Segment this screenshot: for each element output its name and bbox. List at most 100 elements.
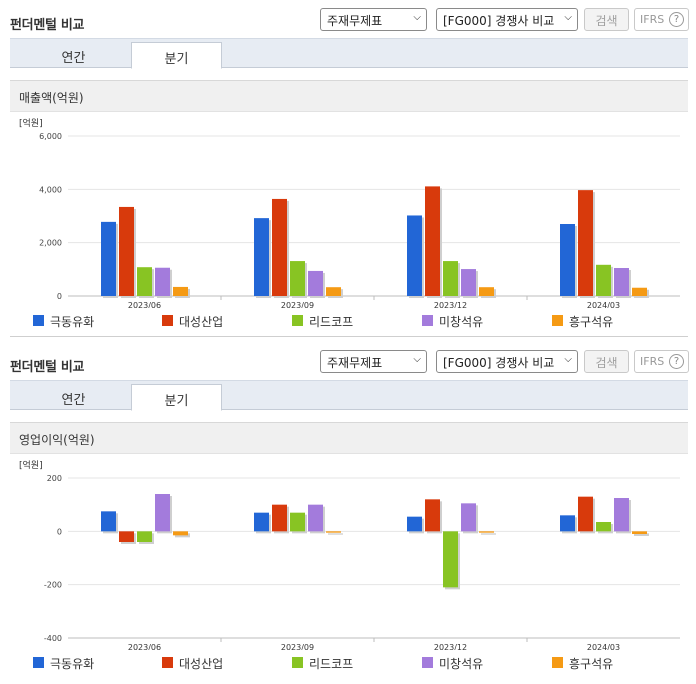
legend-swatch xyxy=(292,315,303,326)
divider xyxy=(10,336,688,337)
help-icon[interactable]: ? xyxy=(669,354,684,369)
y-tick-label: 0 xyxy=(57,527,62,536)
operating-profit-bar-chart: [억원] -400 -200 0 200 2023/06 2023/09 2023/12 202… xyxy=(19,459,680,650)
bar xyxy=(461,269,476,296)
period-tabs: 연간 분기 xyxy=(10,380,688,411)
legend-label: 대성산업 xyxy=(179,315,224,329)
peer-group-select-value: [FG000] 경쟁사 비교 xyxy=(443,356,555,370)
bar-shadow xyxy=(634,533,649,536)
legend-label: 대성산업 xyxy=(179,657,224,671)
panel-title: 펀더멘털 비교 xyxy=(10,360,85,375)
tab-quarterly[interactable]: 분기 xyxy=(131,42,222,69)
x-tick-label: 2023/06 xyxy=(128,643,161,650)
bar xyxy=(407,516,422,532)
bar xyxy=(254,512,269,532)
bar xyxy=(479,287,494,296)
bar xyxy=(614,498,629,532)
unit-label: [억원] xyxy=(19,117,43,129)
bar xyxy=(461,503,476,532)
bar xyxy=(578,190,593,296)
bar xyxy=(443,531,458,588)
period-tabs: 연간 분기 xyxy=(10,38,688,69)
bar xyxy=(155,267,170,296)
tab-annual[interactable]: 연간 xyxy=(61,393,86,408)
chart-legend: 극동유화 대성산업 리드코프 미창석유 흥구석유 xyxy=(0,313,696,331)
y-tick-label: 6,000 xyxy=(39,132,62,141)
statement-select-value: 주재무제표 xyxy=(327,356,383,370)
y-tick-label: 0 xyxy=(57,292,62,301)
statement-select[interactable]: 주재무제표 ⌵ xyxy=(320,8,427,31)
search-button[interactable]: 검색 xyxy=(584,8,629,31)
tab-annual[interactable]: 연간 xyxy=(61,51,86,66)
bar xyxy=(290,512,305,532)
chevron-down-icon: ⌵ xyxy=(413,12,421,23)
legend-label: 흥구석유 xyxy=(569,657,614,671)
x-tick-label: 2023/09 xyxy=(281,301,314,308)
legend-swatch xyxy=(162,315,173,326)
ifrs-label: IFRS xyxy=(640,13,665,26)
chart-subtitle: 영업이익(억원) xyxy=(19,433,95,447)
legend-label: 리드코프 xyxy=(309,657,354,671)
peer-group-select[interactable]: [FG000] 경쟁사 비교 ⌵ xyxy=(436,350,578,373)
x-tick-label: 2024/03 xyxy=(587,643,620,650)
legend-swatch xyxy=(292,657,303,668)
bar xyxy=(596,522,611,532)
bar xyxy=(173,531,188,536)
bar xyxy=(614,268,629,296)
x-tick-label: 2024/03 xyxy=(587,301,620,308)
bar xyxy=(137,267,152,296)
sales-bar-chart: [억원] 0 2,000 4,000 6,000 2023/06 2023/09 2023/1… xyxy=(19,117,680,308)
legend-label: 극동유화 xyxy=(50,315,95,329)
bar xyxy=(119,206,134,296)
y-tick-label: 200 xyxy=(47,474,62,483)
legend-swatch xyxy=(552,657,563,668)
bar xyxy=(308,270,323,296)
bar xyxy=(578,496,593,532)
legend-label: 미창석유 xyxy=(439,657,484,671)
x-tick-label: 2023/12 xyxy=(434,643,467,650)
panel-header: 펀더멘털 비교 주재무제표 ⌵ [FG000] 경쟁사 비교 ⌵ 검색 IFRS… xyxy=(0,342,696,376)
legend-swatch xyxy=(162,657,173,668)
bar xyxy=(101,511,116,532)
x-tick-label: 2023/06 xyxy=(128,301,161,308)
y-tick-label: -400 xyxy=(44,634,62,643)
chart-subtitle-bar: 매출액(억원) xyxy=(10,80,688,112)
bar xyxy=(326,287,341,296)
legend-swatch xyxy=(422,315,433,326)
legend-swatch xyxy=(422,657,433,668)
statement-select[interactable]: 주재무제표 ⌵ xyxy=(320,350,427,373)
bar xyxy=(479,531,494,533)
ifrs-button[interactable]: IFRS ? xyxy=(634,8,689,31)
chevron-down-icon: ⌵ xyxy=(564,354,572,365)
bar xyxy=(272,198,287,296)
panel-title: 펀더멘털 비교 xyxy=(10,18,85,33)
chart-subtitle: 매출액(억원) xyxy=(19,91,84,105)
ifrs-button[interactable]: IFRS ? xyxy=(634,350,689,373)
chevron-down-icon: ⌵ xyxy=(564,12,572,23)
bar xyxy=(560,224,575,296)
legend-label: 미창석유 xyxy=(439,315,484,329)
bar xyxy=(632,287,647,296)
peer-group-select-value: [FG000] 경쟁사 비교 xyxy=(443,14,555,28)
x-tick-label: 2023/12 xyxy=(434,301,467,308)
legend-swatch xyxy=(33,315,44,326)
bar xyxy=(173,286,188,296)
bar xyxy=(443,261,458,296)
bar xyxy=(254,218,269,296)
peer-group-select[interactable]: [FG000] 경쟁사 비교 ⌵ xyxy=(436,8,578,31)
legend-swatch xyxy=(552,315,563,326)
y-tick-label: 4,000 xyxy=(39,185,62,194)
bar xyxy=(119,531,134,542)
x-tick-label: 2023/09 xyxy=(281,643,314,650)
panel-header: 펀더멘털 비교 주재무제표 ⌵ [FG000] 경쟁사 비교 ⌵ 검색 IFRS… xyxy=(0,0,696,34)
tab-quarterly[interactable]: 분기 xyxy=(131,384,222,411)
help-icon[interactable]: ? xyxy=(669,12,684,27)
bar xyxy=(290,261,305,296)
bar-shadow xyxy=(481,533,496,535)
legend-label: 극동유화 xyxy=(50,657,95,671)
legend-swatch xyxy=(33,657,44,668)
y-tick-label: 2,000 xyxy=(39,239,62,248)
search-button[interactable]: 검색 xyxy=(584,350,629,373)
chart-legend: 극동유화 대성산업 리드코프 미창석유 흥구석유 xyxy=(0,655,696,673)
ifrs-label: IFRS xyxy=(640,355,665,368)
